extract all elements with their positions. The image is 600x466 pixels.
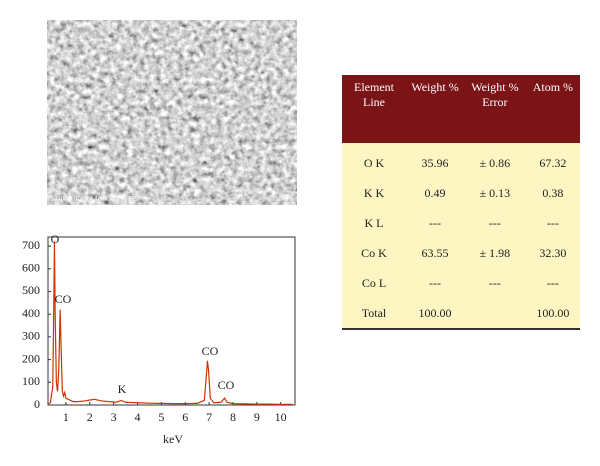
x-tick-label: 3 [111,410,117,424]
y-tick-label: 600 [22,261,40,275]
table-cell: 67.32 [525,143,580,178]
y-tick-label: 300 [22,329,40,343]
table-cell: K K [342,178,406,208]
y-tick-label: 200 [22,351,40,365]
table-cell: 35.96 [406,143,465,178]
peak-label: CO [55,292,72,306]
x-tick-label: 8 [230,410,236,424]
table-cell: --- [406,208,465,238]
table-cell: O K [342,143,406,178]
table-cell: K L [342,208,406,238]
y-tick-label: 100 [22,374,40,388]
x-axis-label: keV [163,432,183,446]
table-cell: 63.55 [406,238,465,268]
plot-frame [47,236,296,406]
table-cell [464,298,526,330]
table-header-cell: Weight % [406,75,465,143]
table-cell: --- [464,208,526,238]
table-cell: Co L [342,268,406,298]
x-tick-label: 2 [87,410,93,424]
table-cell: 32.30 [525,238,580,268]
table-row: K K 0.49 ± 0.13 0.38 [342,178,580,208]
x-tick-label: 4 [134,410,140,424]
table-cell: --- [464,268,526,298]
table-cell: --- [406,268,465,298]
y-tick-label: 700 [22,238,40,252]
sem-image [47,20,297,205]
table-cell: --- [525,268,580,298]
table-row: K L --- --- --- [342,208,580,238]
table-cell: 0.49 [406,178,465,208]
x-tick-label: 10 [275,410,287,424]
table-row: Total 100.00 100.00 [342,298,580,330]
table-row: Co L --- --- --- [342,268,580,298]
table-cell: --- [525,208,580,238]
y-tick-label: 400 [22,306,40,320]
x-tick-label: 5 [158,410,164,424]
table-cell: ± 0.13 [464,178,526,208]
table-cell: ± 1.98 [464,238,526,268]
table-row: Co K 63.55 ± 1.98 32.30 [342,238,580,268]
eds-table: Element Line Weight % Weight % Error Atom %… [342,75,580,330]
sem-caption: S3400 5.00kV 8.4mm x50.0k SE [50,197,137,203]
x-tick-label: 6 [182,410,188,424]
spectrum [47,241,293,405]
table-cell: ± 0.86 [464,143,526,178]
table-row: O K 35.96 ± 0.86 67.32 [342,143,580,178]
x-tick-label: 7 [206,410,212,424]
peak-label: K [118,382,127,396]
table-cell: 100.00 [525,298,580,330]
sem-scale: 1.00um [272,197,292,203]
peak-label: CO [202,344,219,358]
table-header-cell: Element Line [342,75,406,143]
table-cell: 0.38 [525,178,580,208]
x-tick-label: 1 [63,410,69,424]
x-tick-label: 9 [254,410,260,424]
table-cell: 100.00 [406,298,465,330]
peak-label: CO [218,378,235,392]
y-tick-label: 0 [34,397,40,411]
table-cell: Co K [342,238,406,268]
peak-label: O [51,232,60,246]
y-tick-label: 500 [22,283,40,297]
table-header-cell: Weight % Error [464,75,526,143]
table-header-cell: Atom % [525,75,580,143]
table-cell: Total [342,298,406,330]
